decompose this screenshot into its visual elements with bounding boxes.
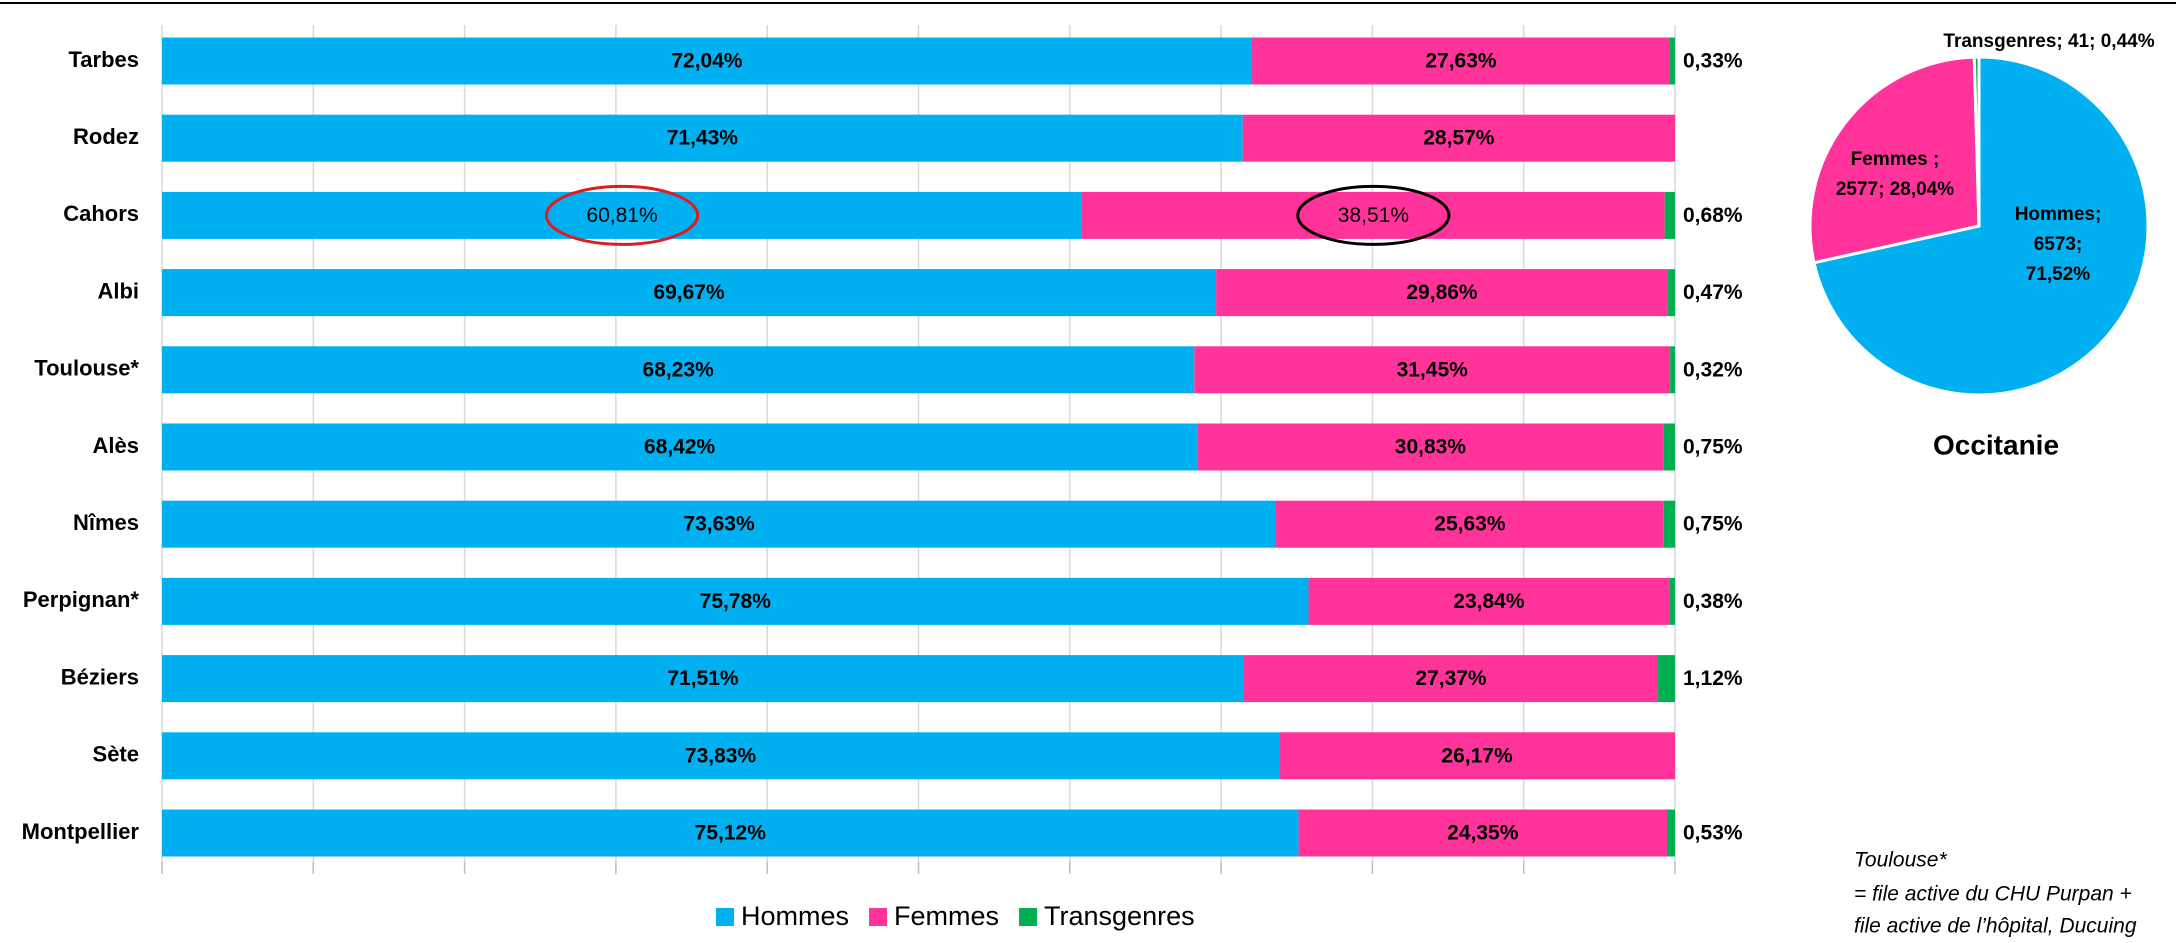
bar-segment — [162, 269, 1217, 317]
data-label: 38,51% — [1338, 204, 1409, 227]
legend-label: Transgenres — [1044, 901, 1195, 931]
y-tick-label: Montpellier — [22, 819, 140, 844]
note: = file active du CHU Purpan + — [1854, 883, 2132, 906]
note: Toulouse* — [1854, 849, 1947, 872]
data-label: 0,32% — [1683, 358, 1743, 381]
pie-title: Occitanie — [1933, 429, 2059, 460]
data-label: 27,63% — [1425, 50, 1497, 73]
pie-slice — [1972, 55, 1981, 227]
bar-segment — [1670, 346, 1675, 394]
legend-label: Femmes — [894, 901, 999, 931]
bar-segment — [1276, 500, 1664, 548]
y-tick-label: Toulouse* — [34, 356, 139, 381]
data-label: 29,86% — [1406, 281, 1478, 304]
bar-segment — [1197, 423, 1664, 471]
data-label: 0,75% — [1683, 436, 1743, 459]
y-tick-label: Cahors — [63, 201, 139, 226]
data-label: 68,42% — [644, 436, 716, 459]
y-tick-label: Nîmes — [73, 510, 139, 535]
bar-segment — [162, 577, 1309, 625]
bar-segment — [162, 37, 1252, 85]
data-label: 72,04% — [671, 50, 743, 73]
y-tick-label: Sète — [93, 742, 139, 767]
bar-segment — [162, 423, 1198, 471]
y-tick-label: Rodez — [73, 124, 139, 149]
bar-segment — [1216, 269, 1668, 317]
bar-segment — [1666, 809, 1675, 857]
data-label: 0,53% — [1683, 822, 1743, 845]
bar-segment — [162, 114, 1243, 162]
bar-segment — [1670, 37, 1675, 85]
data-label: 75,78% — [700, 590, 772, 613]
data-label: 69,67% — [653, 281, 725, 304]
bar-segment — [1251, 37, 1671, 85]
data-label: 71,51% — [667, 667, 739, 690]
y-tick-label: Béziers — [61, 664, 139, 689]
legend-swatch — [869, 908, 888, 926]
bar-segment — [1279, 732, 1675, 780]
y-tick-label: Perpignan* — [23, 587, 140, 612]
bar-segment — [1663, 500, 1676, 548]
data-label: 68,23% — [643, 358, 715, 381]
data-label: 30,83% — [1395, 436, 1467, 459]
data-label: 60,81% — [586, 204, 657, 227]
bar-segment — [162, 655, 1244, 703]
bar-segment — [1194, 346, 1671, 394]
data-label: 0,33% — [1683, 50, 1743, 73]
data-label: 28,57% — [1423, 127, 1495, 150]
bar-segment — [1664, 191, 1675, 239]
data-label: 73,63% — [683, 513, 755, 536]
pie-slice — [1808, 55, 1981, 265]
highlight-ellipse — [544, 184, 700, 246]
bar-segment — [1243, 655, 1659, 703]
bar-segment — [162, 732, 1280, 780]
y-tick-label: Albi — [97, 278, 139, 303]
legend-swatch — [716, 908, 734, 926]
data-label: 25,63% — [1434, 513, 1506, 536]
data-label: 0,75% — [1683, 513, 1743, 536]
data-label: 75,12% — [695, 822, 767, 845]
data-label: 71,43% — [667, 127, 739, 150]
data-label: 23,84% — [1453, 590, 1525, 613]
bar-segment — [1669, 577, 1675, 625]
bar-segment — [162, 346, 1195, 394]
pie-label: Hommes; 6573; 71,52% — [2015, 204, 2102, 285]
data-label: 0,68% — [1683, 204, 1743, 227]
data-label: 26,17% — [1441, 744, 1513, 767]
data-label: 73,83% — [685, 744, 757, 767]
bar-segment — [162, 809, 1299, 857]
y-tick-label: Tarbes — [68, 47, 139, 72]
bar-segment — [1082, 191, 1665, 239]
pie-label: Transgenres; 41; 0,44% — [1943, 31, 2154, 52]
y-tick-label: Alès — [93, 433, 139, 458]
bar-segment — [162, 191, 1083, 239]
legend-swatch — [1019, 908, 1038, 926]
bar-segment — [162, 500, 1277, 548]
bar-segment — [1298, 809, 1667, 857]
bar-segment — [1308, 577, 1670, 625]
pie-label: Femmes ; 2577; 28,04% — [1836, 149, 1954, 200]
data-label: 27,37% — [1415, 667, 1487, 690]
bar-segment — [1242, 114, 1675, 162]
bar-segment — [1663, 423, 1675, 471]
legend-label: Hommes — [741, 901, 849, 931]
data-label: 31,45% — [1397, 358, 1469, 381]
note: file active de l’hôpital, Ducuing — [1854, 915, 2137, 938]
bar-segment — [1667, 269, 1675, 317]
data-label: 0,38% — [1683, 590, 1743, 613]
bar-segment — [1658, 655, 1675, 703]
data-label: 1,12% — [1683, 667, 1743, 690]
data-label: 24,35% — [1447, 822, 1519, 845]
highlight-ellipse — [1296, 184, 1451, 246]
pie-slice — [1812, 55, 2150, 397]
data-label: 0,47% — [1683, 281, 1743, 304]
